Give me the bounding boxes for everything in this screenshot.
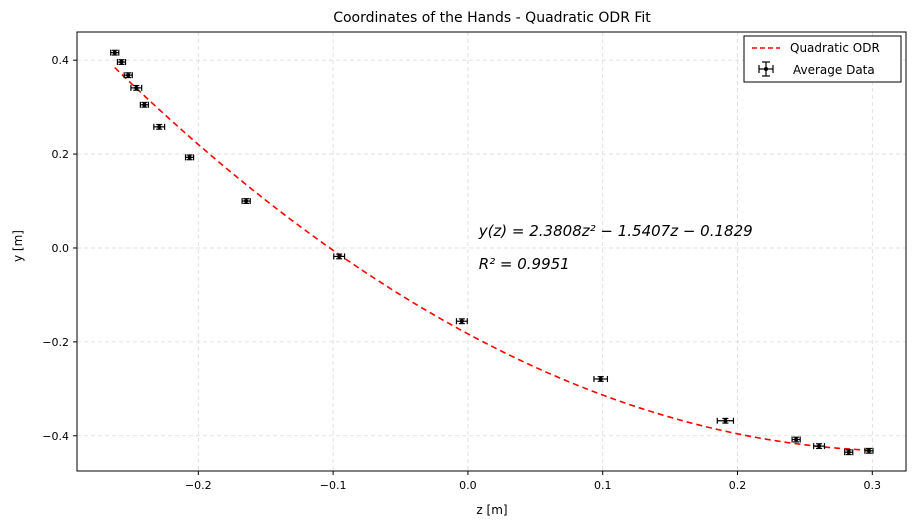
x-tick-label: −0.1 (320, 479, 347, 492)
data-marker (187, 155, 192, 160)
grid (77, 32, 906, 471)
fit-curve (114, 67, 869, 451)
data-point (813, 443, 826, 450)
data-point (130, 84, 143, 91)
x-tick-label: 0.0 (459, 479, 477, 492)
fit-line-layer (114, 67, 869, 451)
axis-ticks: −0.2 −0.1 0.0 0.1 0.2 0.3 −0.4 −0.2 0.0 0.2 0.4 (42, 54, 881, 492)
data-marker (112, 50, 117, 55)
y-axis-label: y [m] (11, 230, 25, 262)
data-marker (134, 85, 139, 90)
data-marker (119, 60, 124, 65)
data-marker (817, 444, 822, 449)
x-tick-label: 0.2 (729, 479, 747, 492)
data-marker (866, 448, 871, 453)
data-point (153, 123, 166, 130)
data-point (123, 72, 133, 79)
data-marker (794, 437, 799, 442)
r-squared-annotation: R² = 0.9951 (479, 255, 570, 273)
data-point (139, 101, 150, 108)
data-points-layer (110, 49, 874, 456)
data-marker (157, 124, 162, 129)
legend: Quadratic ODR Average Data (743, 35, 902, 83)
data-point (241, 198, 251, 205)
data-marker (598, 376, 603, 381)
chart-title: Coordinates of the Hands - Quadratic ODR… (333, 10, 651, 26)
data-point (116, 59, 127, 66)
data-point (593, 375, 609, 382)
x-tick-label: −0.2 (185, 479, 212, 492)
data-marker (244, 199, 249, 204)
data-point (184, 154, 195, 161)
legend-fit-label: Quadratic ODR (790, 41, 880, 55)
data-point (844, 449, 854, 456)
data-point (333, 253, 346, 260)
data-point (716, 417, 735, 424)
data-marker (126, 73, 131, 78)
data-point (864, 447, 874, 454)
data-marker (142, 102, 147, 107)
fit-equation-annotation: y(z) = 2.3808z² − 1.5407z − 0.1829 (478, 222, 753, 240)
y-tick-label: 0.0 (52, 242, 70, 255)
x-tick-label: 0.3 (864, 479, 882, 492)
legend-box (743, 35, 902, 83)
data-marker (337, 254, 342, 259)
y-tick-label: 0.2 (52, 148, 70, 161)
y-tick-label: 0.4 (52, 54, 70, 67)
data-marker (846, 450, 851, 455)
legend-data-swatch (758, 61, 774, 77)
y-tick-label: −0.4 (42, 430, 69, 443)
data-marker (723, 418, 728, 423)
y-tick-label: −0.2 (42, 336, 69, 349)
x-axis-label: z [m] (476, 503, 507, 517)
data-marker (459, 319, 464, 324)
plot-frame (76, 31, 907, 472)
legend-data-label: Average Data (793, 63, 875, 77)
data-point (455, 318, 468, 325)
data-point (110, 49, 120, 56)
data-point (791, 436, 801, 443)
x-tick-label: 0.1 (594, 479, 612, 492)
